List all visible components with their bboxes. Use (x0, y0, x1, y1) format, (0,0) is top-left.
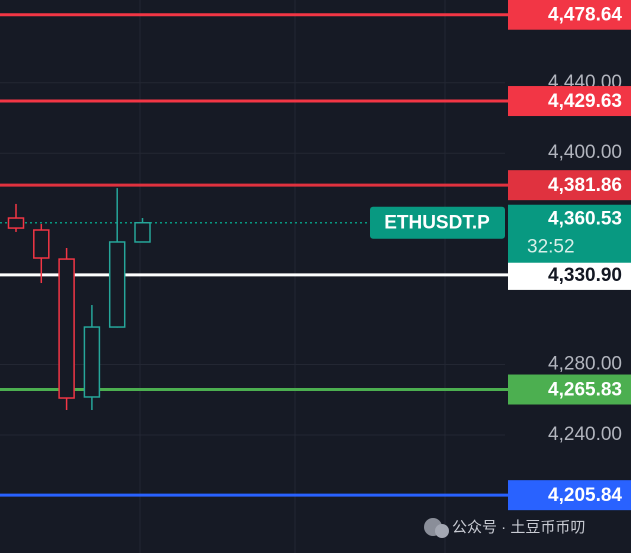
plot (0, 13, 508, 497)
level-label-box (508, 480, 631, 511)
level-label-box (508, 259, 631, 290)
candle-body (58, 258, 75, 399)
price-axis: 4,440.004,400.004,280.004,240.004,478.64… (370, 0, 631, 511)
level-label-box (508, 374, 631, 405)
watermark: 公众号 · 土豆币币叨 (424, 518, 585, 538)
candle-body (108, 241, 126, 328)
y-tick-label: 4,400.00 (548, 142, 622, 163)
level-label: 4,205.84 (548, 485, 622, 506)
level-label: 4,478.64 (548, 5, 622, 26)
candle-body (83, 326, 101, 398)
candle-body (33, 229, 50, 259)
level-label-box (508, 0, 631, 30)
level-label-box (508, 86, 631, 117)
current-price-box (508, 204, 631, 263)
level-label: 4,381.86 (548, 175, 622, 196)
y-tick-label: 4,280.00 (548, 354, 622, 375)
grid (0, 82, 505, 436)
current-price-label: 4,360.53 (548, 209, 622, 230)
watermark-icon (435, 524, 449, 538)
watermark-text: 公众号 · 土豆币币叨 (452, 519, 585, 536)
level-label-box (508, 170, 631, 201)
candle-body (134, 221, 151, 243)
level-label: 4,429.63 (548, 91, 622, 112)
symbol-box (370, 206, 505, 239)
level-label: 4,265.83 (548, 380, 622, 401)
candle-body (7, 217, 25, 229)
y-tick-label: 4,240.00 (548, 424, 622, 445)
symbol-label: ETHUSDT.P (384, 213, 490, 234)
level-label: 4,330.90 (548, 265, 622, 286)
countdown-label: 32:52 (527, 237, 575, 258)
